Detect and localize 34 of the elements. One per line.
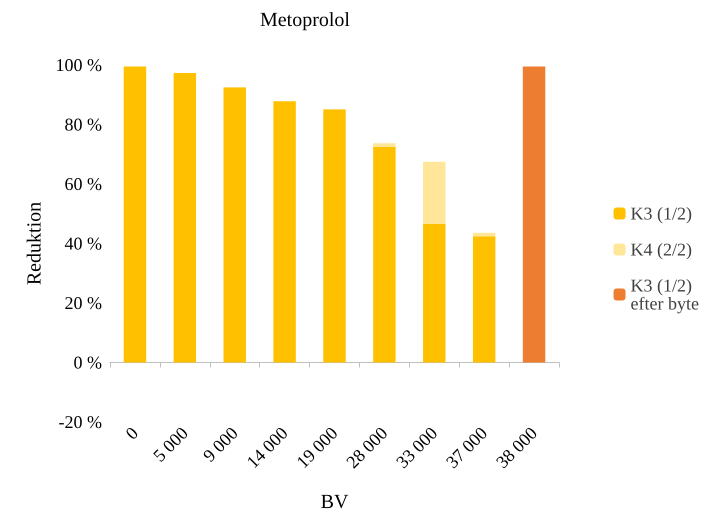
x-tick-label: 5 000 <box>149 422 192 466</box>
x-tick-label: 37 000 <box>442 422 492 472</box>
y-tick-label: -20 % <box>58 412 102 432</box>
chart-title: Metoprolol <box>260 9 350 31</box>
bar <box>373 146 396 362</box>
x-axis-title: BV <box>320 491 349 513</box>
legend-label: K4 (2/2) <box>630 240 692 260</box>
x-tick-label: 9 000 <box>199 422 242 466</box>
x-tick-label: 0 <box>122 422 142 444</box>
y-tick-label: 40 % <box>64 234 102 254</box>
bar <box>423 162 446 224</box>
bar <box>124 66 146 362</box>
x-tick-label: 14 000 <box>242 422 292 472</box>
legend-label: K3 (1/2) efter byte <box>630 276 700 314</box>
y-tick-label: 100 % <box>56 55 102 75</box>
x-tick-label: 28 000 <box>342 422 392 472</box>
y-tick-label: 80 % <box>64 114 102 134</box>
legend-label: K3 (1/2) <box>630 204 692 224</box>
y-tick-label: 0 % <box>74 352 102 372</box>
bar <box>223 87 246 362</box>
bar <box>522 66 546 362</box>
y-tick-label: 60 % <box>64 174 102 194</box>
bar <box>174 73 196 362</box>
y-tick-label: 20 % <box>64 293 102 313</box>
bar <box>472 236 496 362</box>
bar <box>273 101 296 362</box>
bar <box>323 109 346 362</box>
x-tick-label: 38 000 <box>492 422 542 472</box>
bar <box>373 143 396 147</box>
bar <box>472 232 496 236</box>
x-tick-label: 19 000 <box>292 422 342 472</box>
x-tick-label: 33 000 <box>392 422 442 472</box>
y-axis-title: Reduktion <box>24 202 46 286</box>
bar <box>423 224 446 362</box>
